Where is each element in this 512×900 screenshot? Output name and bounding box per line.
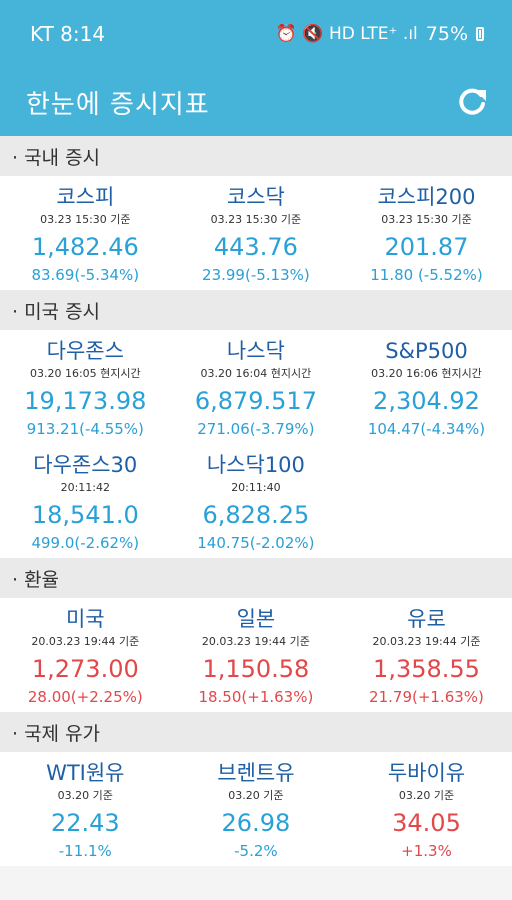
index-change: 104.47(-4.34%) (367, 420, 486, 438)
index-name: 코스피200 (377, 185, 476, 209)
index-change: 28.00(+2.25%) (27, 688, 143, 706)
index-name: 코스피 (56, 185, 115, 209)
index-change: 913.21(-4.55%) (26, 420, 144, 438)
battery-percent: 75% (425, 23, 468, 45)
index-name: 나스닥 (226, 339, 285, 363)
index-change: 23.99(-5.13%) (202, 266, 310, 284)
section-exchange: 미국 20.03.23 19:44 기준 1,273.00 28.00(+2.2… (0, 598, 512, 712)
index-time: 03.20 기준 (398, 789, 455, 802)
section-header-us: · 미국 증시 (0, 290, 512, 330)
index-name: 나스닥100 (206, 453, 305, 477)
index-card[interactable]: 나스닥 03.20 16:04 현지시간 6,879.517 271.06(-3… (171, 330, 342, 444)
index-card[interactable]: 다우존스 03.20 16:05 현지시간 19,173.98 913.21(-… (0, 330, 171, 444)
index-card[interactable]: 유로 20.03.23 19:44 기준 1,358.55 21.79(+1.6… (341, 598, 512, 712)
index-time: 03.20 기준 (228, 789, 284, 802)
index-value: 18,541.0 (31, 501, 139, 529)
index-time: 03.20 16:04 현지시간 (200, 367, 312, 380)
index-value: 34.05 (392, 809, 461, 837)
index-name: 일본 (236, 607, 276, 631)
index-card[interactable]: 다우존스30 20:11:42 18,541.0 499.0(-2.62%) (0, 444, 171, 558)
index-value: 1,482.46 (31, 233, 139, 261)
index-value: 26.98 (221, 809, 291, 837)
index-time: 03.20 16:06 현지시간 (371, 367, 482, 380)
app-title: 한눈에 증시지표 (26, 89, 210, 120)
index-change: 21.79(+1.63%) (369, 688, 484, 706)
index-name: 코스닥 (226, 185, 285, 209)
index-change: 271.06(-3.79%) (197, 420, 315, 438)
index-name: 다우존스 (46, 339, 124, 363)
status-bar: KT 8:14 ⏰ 🔇 HD LTE⁺ .ıl 75% (0, 0, 512, 68)
index-value: 1,150.58 (202, 655, 310, 683)
index-change: -11.1% (58, 842, 112, 860)
index-time: 20.03.23 19:44 기준 (31, 635, 140, 648)
index-card[interactable]: WTI원유 03.20 기준 22.43 -11.1% (0, 752, 171, 866)
refresh-button[interactable] (454, 84, 490, 120)
index-change: 140.75(-2.02%) (197, 534, 315, 552)
index-change: -5.2% (234, 842, 278, 860)
index-time: 20.03.23 19:44 기준 (201, 635, 310, 648)
index-change: 11.80 (-5.52%) (370, 266, 483, 284)
index-time: 20:11:42 (60, 481, 110, 494)
index-card[interactable]: 코스피 03.23 15:30 기준 1,482.46 83.69(-5.34%… (0, 176, 171, 290)
index-time: 03.23 15:30 기준 (210, 213, 302, 226)
index-time: 03.20 16:05 현지시간 (29, 367, 141, 380)
index-value: 6,828.25 (202, 501, 310, 529)
index-change: 499.0(-2.62%) (31, 534, 140, 552)
index-name: WTI원유 (46, 761, 125, 785)
index-name: S&P500 (385, 339, 468, 363)
index-value: 443.76 (213, 233, 298, 261)
index-name: 미국 (65, 607, 105, 631)
section-oil: WTI원유 03.20 기준 22.43 -11.1% 브렌트유 03.20 기… (0, 752, 512, 866)
carrier-time: KT 8:14 (30, 22, 106, 46)
app-bar: 한눈에 증시지표 (0, 68, 512, 136)
index-value: 6,879.517 (194, 387, 317, 415)
section-us: 다우존스 03.20 16:05 현지시간 19,173.98 913.21(-… (0, 330, 512, 558)
index-card[interactable]: 두바이유 03.20 기준 34.05 +1.3% (341, 752, 512, 866)
index-time: 03.20 기준 (57, 789, 113, 802)
section-header-exchange: · 환율 (0, 558, 512, 598)
section-header-domestic: · 국내 증시 (0, 136, 512, 176)
battery-icon (476, 27, 484, 41)
index-time: 03.23 15:30 기준 (381, 213, 472, 226)
content: · 국내 증시 코스피 03.23 15:30 기준 1,482.46 83.6… (0, 136, 512, 866)
index-value: 201.87 (384, 233, 469, 261)
index-name: 브렌트유 (217, 761, 295, 785)
index-name: 유로 (407, 607, 446, 631)
index-value: 1,273.00 (31, 655, 139, 683)
index-name: 두바이유 (387, 761, 466, 785)
index-value: 22.43 (50, 809, 120, 837)
index-card[interactable]: 코스닥 03.23 15:30 기준 443.76 23.99(-5.13%) (171, 176, 342, 290)
section-header-oil: · 국제 유가 (0, 712, 512, 752)
index-change: +1.3% (401, 842, 452, 860)
index-card[interactable]: 브렌트유 03.20 기준 26.98 -5.2% (171, 752, 342, 866)
index-change: 18.50(+1.63%) (198, 688, 314, 706)
index-value: 19,173.98 (24, 387, 147, 415)
index-time: 03.23 15:30 기준 (40, 213, 131, 226)
empty-cell (341, 444, 512, 558)
index-card[interactable]: 일본 20.03.23 19:44 기준 1,150.58 18.50(+1.6… (171, 598, 342, 712)
section-domestic: 코스피 03.23 15:30 기준 1,482.46 83.69(-5.34%… (0, 176, 512, 290)
index-card[interactable]: S&P500 03.20 16:06 현지시간 2,304.92 104.47(… (341, 330, 512, 444)
index-change: 83.69(-5.34%) (31, 266, 140, 284)
index-card[interactable]: 미국 20.03.23 19:44 기준 1,273.00 28.00(+2.2… (0, 598, 171, 712)
status-icons: ⏰ 🔇 HD LTE⁺ .ıl 75% (276, 23, 484, 45)
index-card[interactable]: 나스닥100 20:11:40 6,828.25 140.75(-2.02%) (171, 444, 342, 558)
index-card[interactable]: 코스피200 03.23 15:30 기준 201.87 11.80 (-5.5… (341, 176, 512, 290)
signal-icons: ⏰ 🔇 HD LTE⁺ .ıl (275, 24, 418, 44)
refresh-icon (459, 88, 486, 115)
index-name: 다우존스30 (33, 453, 138, 477)
index-value: 1,358.55 (373, 655, 480, 683)
index-time: 20:11:40 (231, 481, 281, 494)
index-time: 20.03.23 19:44 기준 (372, 635, 481, 648)
index-value: 2,304.92 (373, 387, 480, 415)
